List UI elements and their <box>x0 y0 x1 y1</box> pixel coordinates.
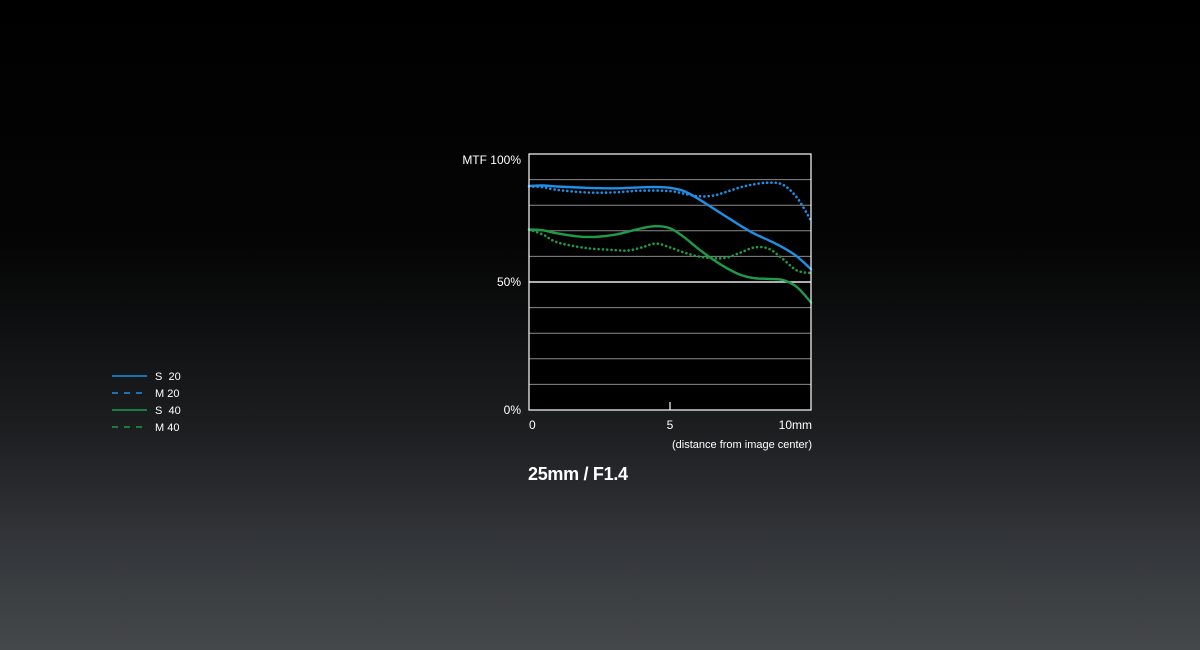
chart-title: 25mm / F1.4 <box>528 464 628 484</box>
legend-label-m-40: M 40 <box>155 422 179 434</box>
series-line-s-20 <box>527 184 813 271</box>
axes <box>528 153 812 411</box>
series-line-m-40 <box>527 228 813 275</box>
legend-label-s-20: S 20 <box>155 371 181 383</box>
gridlines <box>529 179 811 385</box>
legend-label-m-20: M 20 <box>155 388 179 400</box>
x-tick-label: 10mm <box>779 418 812 432</box>
x-tick-label: 5 <box>667 418 674 432</box>
y-tick-label: 50% <box>497 275 521 289</box>
x-tick-label: 0 <box>529 418 536 432</box>
legend-label-s-40: S 40 <box>155 405 181 417</box>
y-tick-labels: 50% 0% <box>497 275 521 417</box>
series-layer <box>527 181 813 304</box>
x-tick-labels: 0 5 10mm <box>529 418 812 432</box>
series-line-s-40 <box>527 224 813 304</box>
y-tick-label: 0% <box>504 403 522 417</box>
plot-area <box>527 153 813 411</box>
x-axis-note: (distance from image center) <box>672 439 812 451</box>
chart-legend: S 20 M 20 S 40 M 40 <box>112 371 181 434</box>
y-axis-label: MTF 100% <box>462 153 521 167</box>
series-line-m-20 <box>527 181 813 222</box>
